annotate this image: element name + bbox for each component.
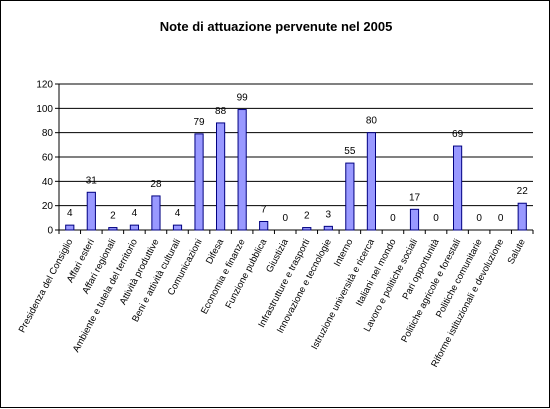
bar: [151, 195, 161, 231]
bar: [108, 227, 118, 231]
y-tick-label: 20: [42, 201, 54, 212]
bar: [517, 202, 527, 231]
category-label: Presidenza del Consiglio: [17, 237, 76, 334]
y-tick-label: 40: [42, 177, 54, 188]
data-label: 80: [366, 116, 378, 127]
y-tick-label: 120: [36, 80, 53, 91]
category-label: Difesa: [204, 237, 227, 267]
data-label: 4: [132, 208, 138, 219]
data-label: 55: [344, 146, 356, 157]
bar: [259, 220, 269, 231]
bar: [215, 122, 226, 231]
data-label: 2: [304, 211, 310, 222]
bar: [302, 227, 312, 231]
data-label: 28: [150, 179, 162, 190]
chart-title: Note di attuazione pervenute nel 2005: [160, 19, 393, 34]
y-tick-label: 100: [36, 104, 53, 115]
data-label: 7: [261, 204, 267, 215]
bar: [65, 224, 75, 231]
data-label: 3: [326, 209, 332, 220]
data-label: 17: [409, 192, 421, 203]
bar: [172, 224, 183, 231]
data-labels: 4 31 2 4 28 4 79 88 99 7 0 2 3 55 80 0 17 0 69 0 0 22: [67, 93, 528, 224]
bar: [237, 109, 247, 231]
data-label: 0: [498, 213, 504, 224]
bar: [323, 225, 333, 231]
data-label: 0: [282, 213, 288, 224]
bar: [129, 224, 140, 231]
y-tick-label: 0: [47, 226, 53, 237]
y-tick-label: 80: [42, 128, 54, 139]
bars: [65, 109, 527, 231]
data-label: 0: [390, 213, 396, 224]
data-label: 79: [193, 117, 205, 128]
data-label: 69: [452, 129, 464, 140]
data-label: 0: [433, 213, 439, 224]
bar: [409, 208, 420, 231]
bar: [366, 132, 377, 231]
bar: [345, 162, 355, 231]
data-label: 22: [517, 186, 529, 197]
data-label: 99: [237, 93, 249, 104]
data-label: 88: [215, 106, 227, 117]
data-label: 0: [476, 213, 482, 224]
data-label: 4: [67, 208, 73, 219]
data-label: 2: [110, 211, 116, 222]
category-label: Salute: [506, 237, 528, 266]
y-tick-label: 60: [42, 153, 54, 164]
data-label: 4: [175, 208, 181, 219]
bar: [452, 145, 463, 231]
bar: [86, 191, 96, 231]
category-label: Interno: [332, 237, 356, 268]
bar: [194, 133, 204, 231]
data-label: 31: [86, 175, 98, 186]
